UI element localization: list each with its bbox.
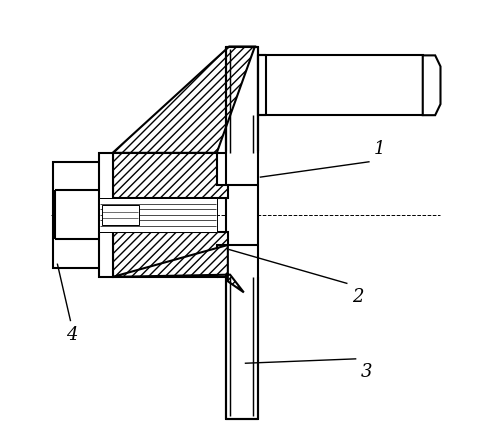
Polygon shape — [112, 47, 255, 153]
Bar — [53, 162, 102, 268]
Text: 2: 2 — [352, 288, 364, 306]
Bar — [258, 55, 423, 115]
Polygon shape — [112, 245, 244, 292]
Bar — [100, 198, 217, 232]
Bar — [102, 205, 139, 225]
Text: 4: 4 — [66, 326, 78, 344]
Text: 3: 3 — [361, 363, 372, 381]
Polygon shape — [112, 153, 228, 198]
Polygon shape — [423, 55, 440, 115]
Polygon shape — [112, 232, 228, 277]
Bar — [226, 47, 258, 419]
Text: 1: 1 — [374, 140, 386, 158]
Bar — [100, 153, 112, 277]
